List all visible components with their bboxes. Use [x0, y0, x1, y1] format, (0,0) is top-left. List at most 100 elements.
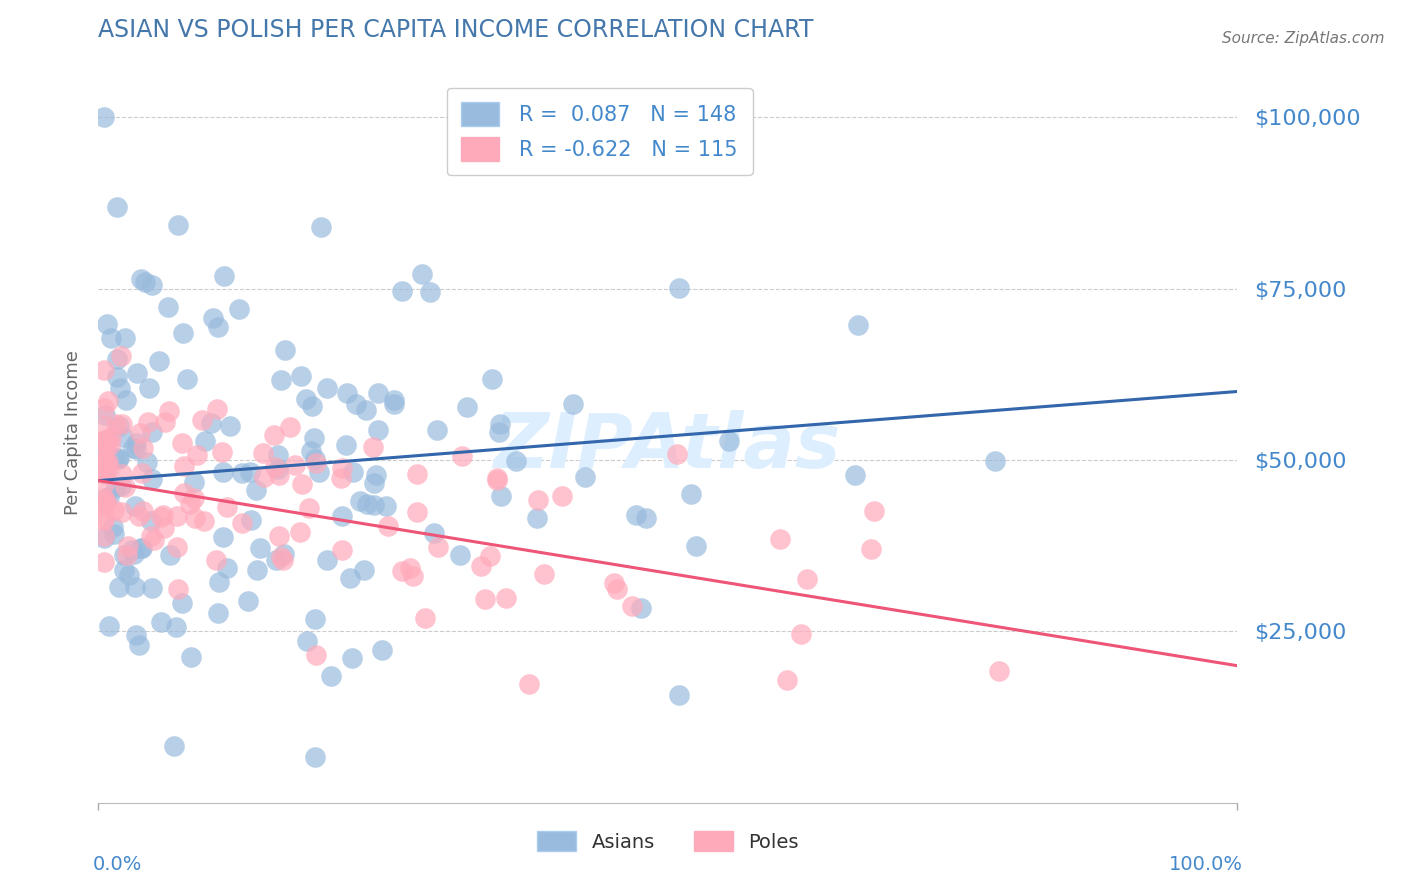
Point [478, 549, 501, 564]
Point [141, 472, 163, 486]
Point [94, 467, 117, 481]
Point [246, 563, 269, 577]
Point [298, 500, 321, 515]
Point [110, 479, 132, 493]
Point [207, 319, 229, 334]
Point [316, 381, 339, 395]
Point [309, 219, 332, 234]
Point [344, 397, 367, 411]
Point [173, 458, 195, 473]
Point [489, 489, 512, 503]
Point [349, 494, 371, 508]
Point [183, 475, 205, 489]
Point [263, 427, 285, 442]
Point [228, 302, 250, 317]
Point [163, 739, 186, 754]
Point [136, 455, 159, 469]
Point [217, 561, 239, 575]
Point [165, 620, 187, 634]
Point [264, 553, 287, 567]
Point [97, 455, 120, 469]
Point [284, 458, 307, 473]
Point [551, 489, 574, 503]
Point [382, 393, 405, 408]
Point [402, 568, 425, 582]
Point [630, 601, 652, 615]
Point [533, 566, 555, 581]
Point [207, 402, 229, 417]
Point [127, 366, 149, 380]
Point [122, 548, 145, 562]
Point [98, 437, 121, 451]
Point [191, 412, 214, 426]
Point [239, 466, 262, 480]
Point [134, 275, 156, 289]
Point [208, 574, 231, 589]
Point [371, 642, 394, 657]
Point [97, 394, 120, 409]
Point [107, 452, 129, 467]
Point [249, 541, 271, 555]
Point [375, 500, 398, 514]
Point [474, 591, 496, 606]
Point [574, 470, 596, 484]
Point [93, 512, 115, 526]
Point [100, 430, 122, 444]
Point [94, 453, 117, 467]
Text: Source: ZipAtlas.com: Source: ZipAtlas.com [1222, 31, 1385, 46]
Point [488, 425, 510, 439]
Point [270, 549, 292, 564]
Point [495, 591, 517, 606]
Point [97, 491, 120, 505]
Point [93, 510, 115, 524]
Point [288, 525, 311, 540]
Point [336, 385, 359, 400]
Point [118, 568, 141, 582]
Point [527, 492, 550, 507]
Point [96, 317, 118, 331]
Point [96, 437, 118, 451]
Point [97, 619, 120, 633]
Point [176, 372, 198, 386]
Point [330, 471, 353, 485]
Point [305, 457, 328, 471]
Point [367, 386, 389, 401]
Point [93, 531, 115, 545]
Point [278, 419, 301, 434]
Point [219, 419, 242, 434]
Point [132, 441, 155, 455]
Point [186, 448, 208, 462]
Point [136, 415, 159, 429]
Point [93, 434, 115, 448]
Point [517, 677, 540, 691]
Point [112, 548, 135, 562]
Point [426, 541, 449, 555]
Point [367, 423, 389, 437]
Point [295, 392, 318, 406]
Point [863, 504, 886, 518]
Point [391, 565, 413, 579]
Point [273, 553, 295, 567]
Point [315, 553, 337, 567]
Point [97, 434, 120, 448]
Point [685, 539, 707, 553]
Point [305, 648, 328, 662]
Point [167, 582, 190, 597]
Point [152, 508, 174, 522]
Point [148, 353, 170, 368]
Point [356, 497, 378, 511]
Point [405, 505, 427, 519]
Point [115, 549, 138, 563]
Point [399, 561, 422, 575]
Point [172, 596, 194, 610]
Point [93, 110, 115, 124]
Point [128, 638, 150, 652]
Point [166, 508, 188, 523]
Y-axis label: Per Capita Income: Per Capita Income [65, 351, 83, 515]
Point [231, 516, 253, 531]
Point [93, 498, 115, 512]
Point [131, 541, 153, 555]
Point [330, 543, 353, 558]
Point [253, 470, 276, 484]
Point [93, 491, 115, 506]
